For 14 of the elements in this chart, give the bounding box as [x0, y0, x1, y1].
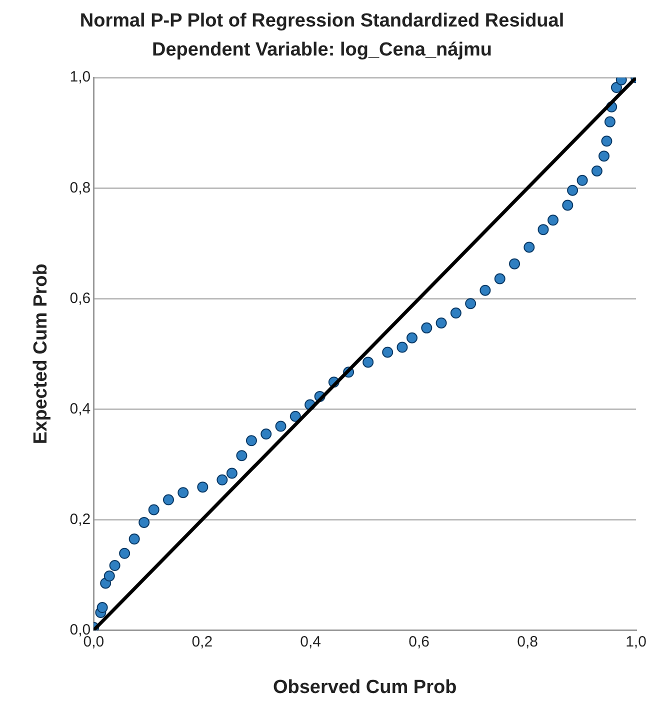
y-tick-label: 0,2 [70, 510, 91, 528]
chart-subtitle: Dependent Variable: log_Cena_nájmu [152, 39, 492, 60]
y-tick-label: 0,6 [70, 290, 91, 307]
y-axis-title: Expected Cum Prob [30, 264, 52, 444]
x-tick-label: 0,6 [408, 633, 430, 650]
y-tick-label: 0,8 [70, 179, 91, 196]
y-tick-label: 0,4 [70, 400, 91, 418]
x-tick-label: 0,8 [517, 633, 538, 650]
y-tick-label: 1,0 [70, 68, 91, 86]
x-tick-label: 1,0 [626, 633, 646, 650]
chart-title: Normal P-P Plot of Regression Standardized Residual [80, 10, 564, 32]
x-tick-label: 0,2 [192, 633, 213, 650]
x-tick-label: 0,4 [300, 633, 322, 650]
x-axis-title: Observed Cum Prob [272, 676, 457, 698]
